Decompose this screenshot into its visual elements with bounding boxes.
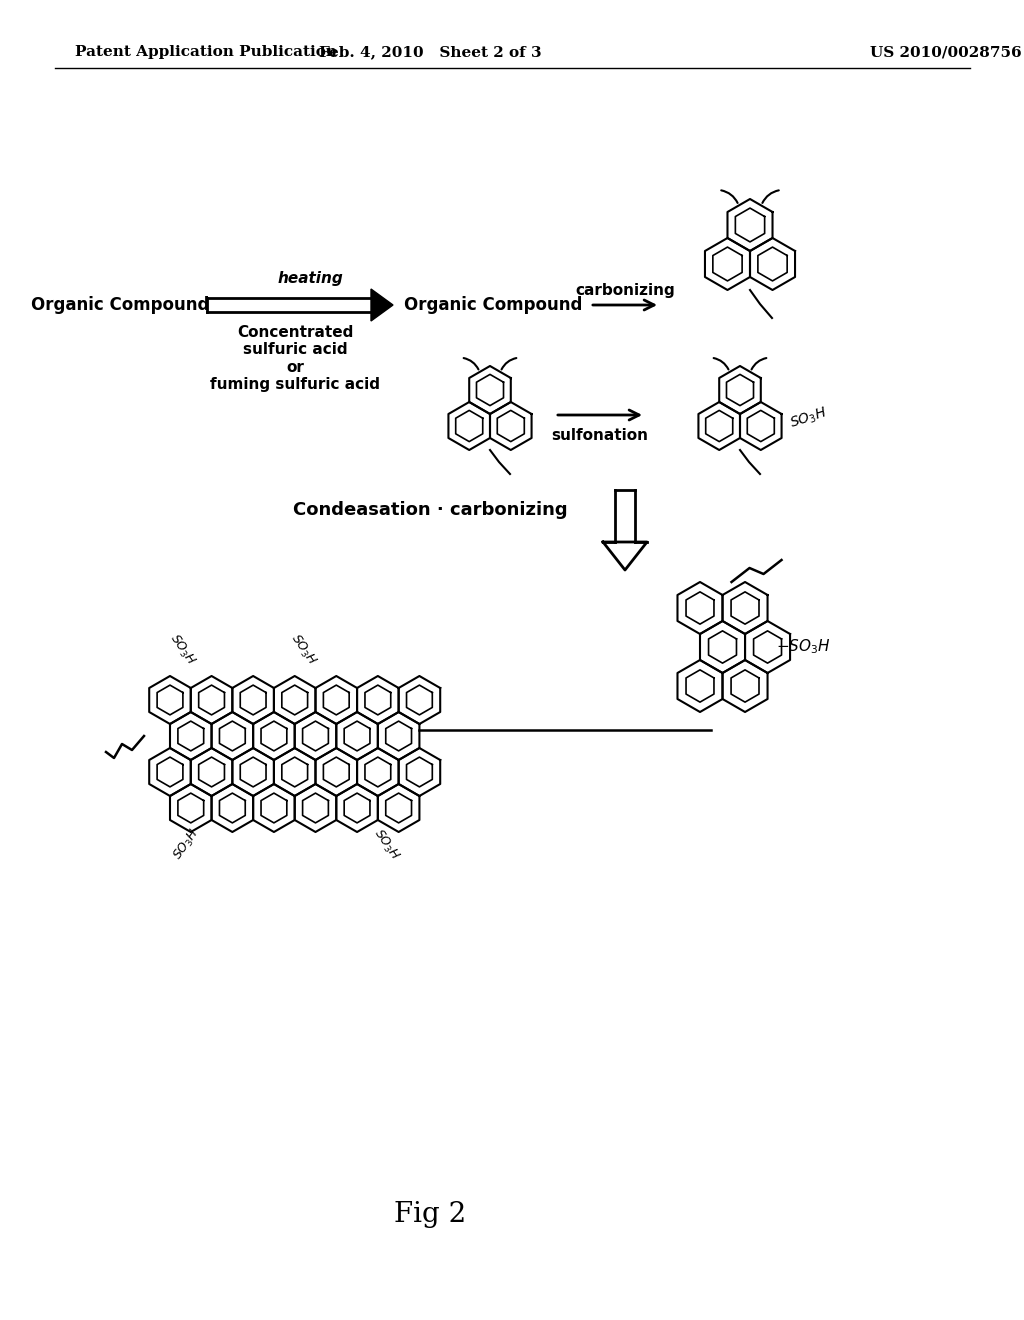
- Polygon shape: [207, 298, 371, 312]
- Polygon shape: [150, 748, 190, 796]
- Polygon shape: [336, 711, 378, 760]
- Polygon shape: [295, 711, 336, 760]
- Text: $-SO_3H$: $-SO_3H$: [776, 638, 830, 656]
- Polygon shape: [469, 366, 511, 414]
- Polygon shape: [190, 676, 232, 723]
- Text: Feb. 4, 2010   Sheet 2 of 3: Feb. 4, 2010 Sheet 2 of 3: [318, 45, 542, 59]
- Polygon shape: [398, 676, 440, 723]
- Text: Patent Application Publication: Patent Application Publication: [75, 45, 337, 59]
- Text: sulfonation: sulfonation: [552, 428, 648, 442]
- Polygon shape: [719, 366, 761, 414]
- Text: heating: heating: [278, 271, 343, 285]
- Polygon shape: [253, 711, 295, 760]
- Polygon shape: [678, 660, 723, 711]
- Text: $SO_3H$: $SO_3H$: [287, 631, 319, 668]
- Polygon shape: [315, 748, 357, 796]
- Polygon shape: [449, 403, 490, 450]
- Polygon shape: [727, 199, 772, 251]
- Polygon shape: [378, 784, 420, 832]
- Polygon shape: [274, 748, 315, 796]
- Text: carbonizing: carbonizing: [575, 282, 675, 297]
- Polygon shape: [490, 403, 531, 450]
- Polygon shape: [398, 748, 440, 796]
- Text: $SO_3H$: $SO_3H$: [166, 631, 199, 668]
- Polygon shape: [750, 238, 795, 290]
- Polygon shape: [150, 676, 190, 723]
- Polygon shape: [212, 784, 253, 832]
- Text: Organic Compound: Organic Compound: [403, 296, 583, 314]
- Polygon shape: [232, 676, 274, 723]
- Text: Organic Compound: Organic Compound: [31, 296, 209, 314]
- Text: Condeasation · carbonizing: Condeasation · carbonizing: [293, 502, 567, 519]
- Polygon shape: [723, 660, 768, 711]
- Text: Fig 2: Fig 2: [394, 1201, 466, 1229]
- Polygon shape: [274, 676, 315, 723]
- Polygon shape: [603, 543, 647, 570]
- Polygon shape: [698, 403, 740, 450]
- Polygon shape: [371, 289, 393, 321]
- Polygon shape: [170, 784, 212, 832]
- Polygon shape: [315, 676, 357, 723]
- Polygon shape: [723, 582, 768, 634]
- Polygon shape: [232, 748, 274, 796]
- Polygon shape: [740, 403, 781, 450]
- Polygon shape: [357, 748, 398, 796]
- Polygon shape: [295, 784, 336, 832]
- Text: $SO_3H$: $SO_3H$: [370, 826, 402, 863]
- Polygon shape: [170, 711, 212, 760]
- Polygon shape: [705, 238, 750, 290]
- Text: Concentrated
sulfuric acid
or
fuming sulfuric acid: Concentrated sulfuric acid or fuming sul…: [210, 325, 380, 392]
- Text: $SO_3H$: $SO_3H$: [787, 404, 829, 432]
- Text: $SO_3H$: $SO_3H$: [170, 826, 203, 863]
- Text: US 2010/0028756 A1: US 2010/0028756 A1: [870, 45, 1024, 59]
- Polygon shape: [745, 620, 791, 673]
- Polygon shape: [378, 711, 420, 760]
- Polygon shape: [700, 620, 745, 673]
- Polygon shape: [190, 748, 232, 796]
- Polygon shape: [212, 711, 253, 760]
- Polygon shape: [678, 582, 723, 634]
- Polygon shape: [357, 676, 398, 723]
- Polygon shape: [253, 784, 295, 832]
- Polygon shape: [615, 490, 635, 543]
- Polygon shape: [336, 784, 378, 832]
